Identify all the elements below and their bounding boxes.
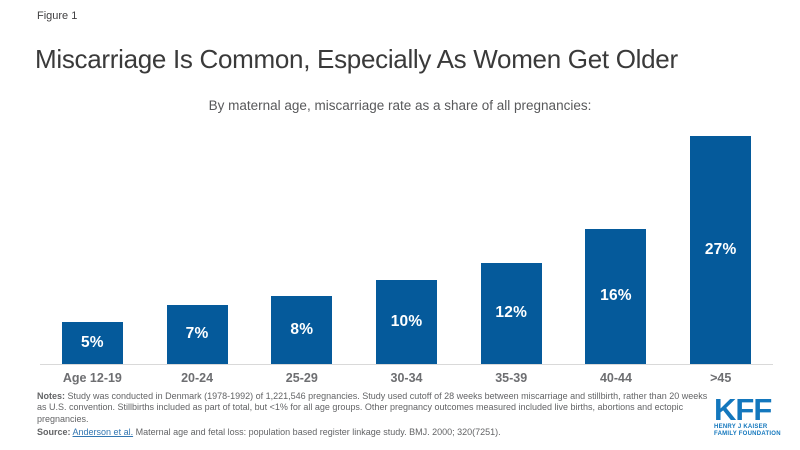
source-body: Maternal age and fetal loss: population … (133, 427, 501, 438)
bar: 7% (166, 304, 228, 364)
kff-logo-line2: FAMILY FOUNDATION (714, 431, 781, 437)
source-label: Source: (37, 427, 71, 438)
x-axis-label: 35-39 (495, 371, 528, 385)
x-axis-label: 20-24 (181, 371, 214, 385)
bar-column: 7% (145, 304, 250, 364)
bar-value-label: 5% (80, 333, 104, 351)
chart-subtitle: By maternal age, miscarriage rate as a s… (208, 98, 592, 113)
bar-chart-plot-area: 5% 7% 8% 10% 12% 16% 27% (40, 133, 773, 365)
source-line: Source: Anderson et al. Maternal age and… (37, 427, 711, 438)
notes-line: Notes: Study was conducted in Denmark (1… (37, 391, 711, 425)
bar: 5% (61, 321, 123, 364)
figure-label: Figure 1 (37, 10, 78, 22)
page-title: Miscarriage Is Common, Especially As Wom… (35, 44, 678, 74)
bar-column: 8% (249, 296, 354, 364)
bar: 27% (690, 135, 752, 364)
x-axis-label: Age 12-19 (62, 371, 122, 385)
bar-column: 10% (354, 279, 459, 364)
x-axis: Age 12-19 20-24 25-29 30-34 35-39 40-44 >45 (40, 371, 773, 385)
bar: 8% (271, 296, 333, 364)
bar: 16% (585, 228, 647, 364)
bar: 10% (376, 279, 438, 364)
bar-value-label: 16% (600, 287, 632, 305)
bar-column: 12% (459, 262, 564, 364)
bar-column: 27% (668, 135, 773, 364)
bar: 12% (480, 262, 542, 364)
bar-value-label: 8% (290, 321, 314, 339)
notes-label: Notes: (37, 391, 66, 401)
bar-value-label: 27% (704, 240, 737, 258)
x-axis-label: 30-34 (390, 371, 423, 385)
bar-value-label: 12% (495, 304, 528, 322)
x-axis-label: >45 (710, 371, 732, 385)
bar-column: 16% (564, 228, 669, 364)
source-link[interactable]: Anderson et al. (72, 427, 134, 438)
bar-value-label: 7% (185, 325, 209, 343)
kff-logo: KFF HENRY J KAISER FAMILY FOUNDATION (714, 392, 781, 438)
x-axis-label: 40-44 (599, 371, 632, 385)
bar-column: 5% (40, 321, 145, 364)
kff-logo-line1: HENRY J KAISER (714, 424, 768, 430)
footnotes: Notes: Study was conducted in Denmark (1… (37, 391, 711, 439)
notes-body: Study was conducted in Denmark (1978-199… (37, 391, 708, 424)
x-axis-label: 25-29 (285, 371, 318, 385)
bar-value-label: 10% (390, 312, 423, 330)
kff-logo-acronym: KFF (714, 392, 772, 427)
